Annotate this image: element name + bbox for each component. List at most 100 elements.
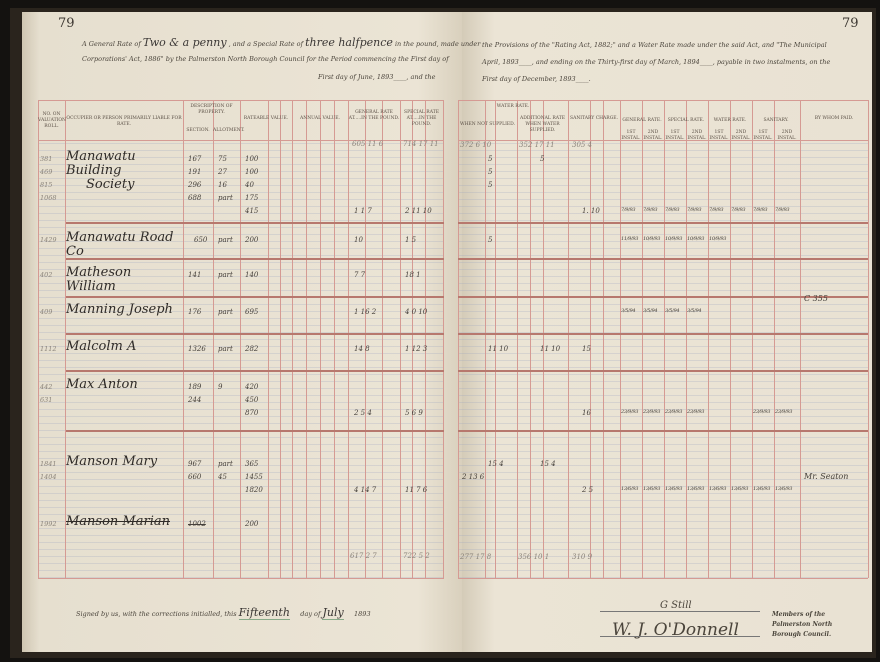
occupier-name-box: Malcolm A xyxy=(66,340,184,354)
section-number: 650 xyxy=(194,236,208,244)
signed-statement: Signed by us, with the corrections initi… xyxy=(76,606,371,620)
brought-forward-sanitary: 305 4 xyxy=(572,141,593,149)
column-header-additional: Additional Rate When Water Supplied. xyxy=(520,116,565,133)
section-number: 1002 xyxy=(188,520,206,528)
occupier-name-box: Manning Joseph xyxy=(66,303,184,317)
table-bottom-rule xyxy=(38,578,444,579)
column-rule xyxy=(240,100,241,578)
section-number: 176 xyxy=(188,308,202,316)
column-header-occupier: Occupier or Person Primarily Liable for … xyxy=(66,116,182,127)
special-rate-amount: 11 7 6 xyxy=(405,486,428,494)
signature-line xyxy=(600,636,760,637)
column-rule xyxy=(443,100,444,578)
brought-forward-special: 714 17 11 xyxy=(403,140,439,148)
general-rate-amount: 14 8 xyxy=(354,345,370,353)
column-rule xyxy=(495,100,496,578)
column-header-inst1: 1st Instal. xyxy=(621,130,641,141)
paid-date: 10/9/93 xyxy=(665,236,683,242)
special-rate-amount: 2 11 10 xyxy=(405,207,432,215)
valuation-number: 631 xyxy=(40,396,53,404)
left-page xyxy=(22,12,462,652)
column-rule xyxy=(280,100,281,578)
column-rule xyxy=(458,100,459,578)
signed-year: 1893 xyxy=(354,610,371,618)
row-divider xyxy=(458,222,868,224)
column-header-allotment: Allotment. xyxy=(213,128,245,133)
column-rule xyxy=(800,100,801,578)
paid-date: 3/5/94 xyxy=(643,308,658,314)
column-header-paid_special: Special Rate. xyxy=(667,118,705,123)
paid-by: Mr. Seaton xyxy=(804,472,849,481)
total-general-rate: 617 2 7 xyxy=(350,552,377,560)
allotment-value: part xyxy=(218,345,233,353)
valuation-number: 381 xyxy=(40,155,53,163)
paid-date: 7/9/93 xyxy=(643,207,658,213)
paid-date: 3/5/94 xyxy=(621,308,636,314)
row-divider xyxy=(458,296,868,298)
intro-text: in the pound, made under xyxy=(394,40,481,48)
signed-day: Fifteenth xyxy=(238,606,290,620)
water-rate-amount: 5 xyxy=(488,236,493,244)
column-header-water_rate: WATER RATE. xyxy=(496,104,530,109)
water-rate-amount: 15 4 xyxy=(488,460,504,468)
row-divider xyxy=(66,222,444,224)
column-rule xyxy=(752,100,753,578)
paid-date: 7/9/93 xyxy=(665,207,680,213)
column-header-section: Section. xyxy=(186,128,210,133)
general-rate-amount: 1 1 7 xyxy=(354,207,372,215)
column-header-paid_sanitary: Sanitary. xyxy=(763,118,789,123)
occupier-name: Manawatu Road Co xyxy=(66,230,174,259)
valuation-number: 1841 xyxy=(40,460,57,468)
section-number: 189 xyxy=(188,383,202,391)
rateable-value: 415 xyxy=(245,207,259,215)
occupier-name-box: Manawatu Road Co xyxy=(66,231,184,259)
section-number: 660 xyxy=(188,473,202,481)
paid-date: 7/9/93 xyxy=(687,207,702,213)
row-divider xyxy=(458,370,868,372)
valuation-number: 1404 xyxy=(40,473,57,481)
column-header-inst1: 1st Instal. xyxy=(709,130,729,141)
water-rate-amount: 11 10 xyxy=(488,345,509,353)
general-rate-amount: 10 xyxy=(354,236,363,244)
paid-date: 23/9/93 xyxy=(643,409,661,415)
occupier-name: Manson Mary xyxy=(66,454,158,469)
intro-right-line2: April, 1893____, and ending on the Thirt… xyxy=(482,58,831,66)
column-rule xyxy=(348,100,349,578)
column-rule xyxy=(382,100,383,578)
paid-date: 13/6/93 xyxy=(753,486,771,492)
valuation-number: 442 xyxy=(40,383,53,391)
sanitary-charge: 16 xyxy=(582,409,591,417)
paid-date: 23/9/93 xyxy=(687,409,705,415)
paid-date: 10/9/93 xyxy=(687,236,705,242)
signed-text: day of xyxy=(300,610,321,618)
section-number: 967 xyxy=(188,460,202,468)
general-rate-amount: 4 14 7 xyxy=(354,486,377,494)
rateable-value: 100 xyxy=(245,155,259,163)
column-rule xyxy=(334,100,335,578)
column-header-general_rate: General Rate at.....in the pound. xyxy=(348,110,400,121)
intro-text: , and a Special Rate of xyxy=(228,40,303,48)
column-rule xyxy=(664,100,665,578)
paid-date: 23/9/93 xyxy=(775,409,793,415)
section-number: 244 xyxy=(188,396,202,404)
rateable-value: 140 xyxy=(245,271,259,279)
column-rule xyxy=(517,100,518,578)
row-divider xyxy=(458,333,868,335)
paid-date: 13/6/93 xyxy=(643,486,661,492)
allotment-value: 16 xyxy=(218,181,227,189)
occupier-name-box: Manawatu Building Society xyxy=(66,150,184,192)
paid-date: 13/6/93 xyxy=(709,486,727,492)
occupier-name: Matheson William xyxy=(66,265,132,294)
column-rule xyxy=(365,100,366,578)
special-rate-amount: 18 1 xyxy=(405,271,421,279)
row-divider xyxy=(66,333,444,335)
rateable-value: 365 xyxy=(245,460,259,468)
column-rule xyxy=(38,100,39,578)
members-line: Palmerston North xyxy=(772,621,833,628)
rateable-value: 200 xyxy=(245,236,259,244)
section-number: 167 xyxy=(188,155,202,163)
valuation-number: 469 xyxy=(40,168,53,176)
sanitary-charge: 15 xyxy=(582,345,591,353)
rateable-value: 450 xyxy=(245,396,259,404)
signature-odonnell: W. J. O'Donnell xyxy=(612,620,739,640)
